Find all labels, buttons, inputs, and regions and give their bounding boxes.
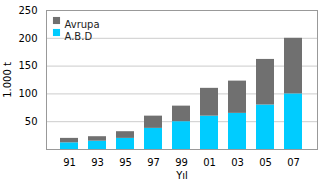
svg-text:150: 150	[18, 60, 37, 71]
svg-text:05: 05	[259, 157, 272, 168]
svg-text:1.000 t: 1.000 t	[2, 62, 13, 98]
svg-text:99: 99	[175, 157, 188, 168]
svg-text:03: 03	[231, 157, 244, 168]
svg-text:50: 50	[25, 116, 38, 127]
svg-text:Yıl: Yıl	[175, 170, 188, 181]
svg-text:Avrupa: Avrupa	[65, 19, 100, 30]
svg-text:01: 01	[203, 157, 216, 168]
svg-text:97: 97	[147, 157, 160, 168]
svg-text:250: 250	[18, 5, 37, 16]
svg-text:A.B.D: A.B.D	[65, 31, 93, 42]
svg-text:200: 200	[18, 33, 37, 44]
svg-text:95: 95	[119, 157, 132, 168]
svg-text:93: 93	[91, 157, 104, 168]
svg-text:91: 91	[63, 157, 76, 168]
svg-text:07: 07	[287, 157, 300, 168]
svg-text:100: 100	[18, 88, 37, 99]
